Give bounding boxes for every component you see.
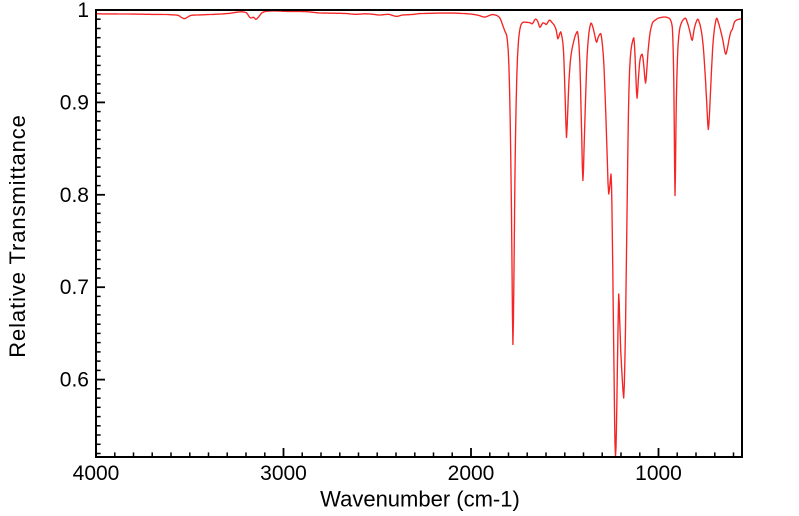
svg-text:3000: 3000 xyxy=(260,462,307,485)
svg-text:1: 1 xyxy=(77,0,89,22)
svg-text:0.8: 0.8 xyxy=(60,184,89,207)
svg-text:Wavenumber (cm-1): Wavenumber (cm-1) xyxy=(320,486,520,511)
svg-text:Relative Transmittance: Relative Transmittance xyxy=(5,114,30,358)
svg-text:0.7: 0.7 xyxy=(60,276,89,299)
svg-text:0.9: 0.9 xyxy=(60,91,89,114)
svg-text:1000: 1000 xyxy=(635,462,682,485)
svg-text:2000: 2000 xyxy=(448,462,495,485)
svg-text:4000: 4000 xyxy=(73,462,120,485)
svg-text:0.6: 0.6 xyxy=(60,369,89,392)
